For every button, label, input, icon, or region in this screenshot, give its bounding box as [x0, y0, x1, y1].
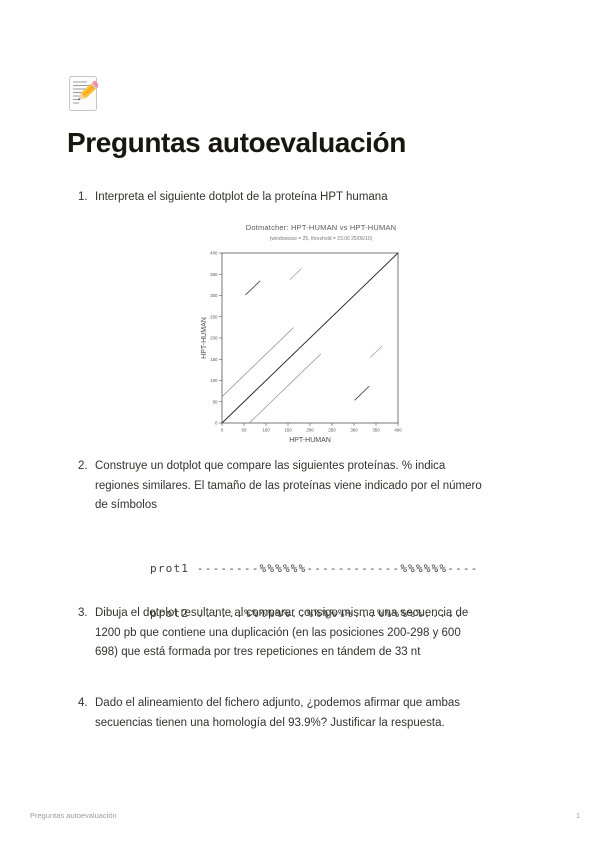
question-number: 4.	[78, 697, 88, 709]
svg-text:300: 300	[210, 293, 218, 298]
chart-subtitle: (windowsize = 25, threshold = 23.00 25/0…	[269, 236, 373, 242]
chart-title: Dotmatcher: HPT-HUMAN vs HPT-HUMAN	[245, 223, 397, 232]
memo-pencil-icon	[69, 76, 98, 111]
footer-page-number: 1	[575, 811, 580, 820]
svg-text:400: 400	[210, 251, 218, 256]
question-text: Construye un dotplot que compare las sig…	[95, 460, 482, 511]
dotplot-chart: 0 50 100 150 200 250 300 350 400 0 50 100 150 200 250 3…	[201, 251, 402, 444]
svg-text:50: 50	[213, 399, 218, 404]
svg-text:0: 0	[221, 428, 224, 433]
question-3: 3. Dibuja el dotplot resultante al compa…	[78, 604, 540, 663]
sequence-line-prot1: prot1 --------%%%%%%------------%%%%%%--…	[150, 562, 479, 575]
question-text: Interpreta el siguiente dotplot de la pr…	[95, 191, 388, 203]
svg-text:HPT-HUMAN: HPT-HUMAN	[289, 437, 331, 444]
sequence-line-prot2: prot2 ......%%%%%%..%%%%%%...%%%%%%.....	[150, 607, 463, 620]
question-text: Dibuja el dotplot resultante al comparar…	[95, 607, 469, 658]
svg-text:350: 350	[372, 428, 380, 433]
svg-text:250: 250	[210, 314, 218, 319]
svg-text:250: 250	[328, 428, 336, 433]
svg-text:300: 300	[350, 428, 358, 433]
question-number: 2.	[78, 460, 88, 472]
svg-text:0: 0	[215, 421, 218, 426]
question-text: Dado el alineamiento del fichero adjunto…	[95, 697, 461, 729]
question-4: 4. Dado el alineamiento del fichero adju…	[78, 694, 540, 733]
question-2: 2. Construye un dotplot que compare las …	[78, 457, 540, 516]
sequence-block: prot1 --------%%%%%%------------%%%%%%--…	[150, 531, 479, 651]
svg-text:100: 100	[262, 428, 270, 433]
question-number: 1.	[78, 191, 88, 203]
svg-text:200: 200	[306, 428, 314, 433]
question-number: 3.	[78, 607, 88, 619]
svg-text:HPT-HUMAN: HPT-HUMAN	[201, 317, 208, 359]
svg-text:200: 200	[210, 336, 218, 341]
footer-title: Preguntas autoevaluación	[30, 811, 117, 820]
svg-text:100: 100	[210, 378, 218, 383]
page-title: Preguntas autoevaluación	[67, 127, 406, 158]
svg-text:150: 150	[284, 428, 292, 433]
question-1: 1. Interpreta el siguiente dotplot de la…	[78, 188, 540, 208]
svg-text:50: 50	[242, 428, 247, 433]
svg-text:150: 150	[210, 357, 218, 362]
svg-text:350: 350	[210, 272, 218, 277]
svg-text:400: 400	[394, 428, 402, 433]
